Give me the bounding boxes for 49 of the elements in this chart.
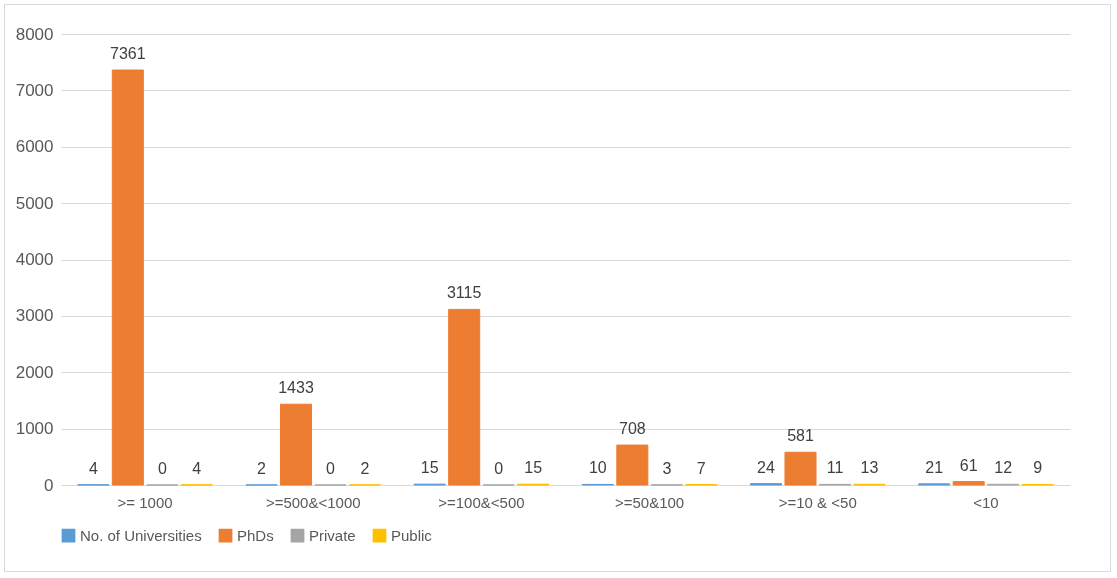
data-label: 4	[192, 459, 202, 477]
y-tick-label: 0	[44, 475, 54, 495]
data-label: 11	[826, 459, 844, 477]
bar	[616, 444, 649, 486]
legend-label: Public	[391, 526, 433, 544]
bar	[952, 481, 985, 486]
legend-label: No. of Universities	[80, 526, 202, 544]
data-label: 0	[326, 460, 336, 477]
data-label: 4	[88, 459, 98, 477]
data-label: 2	[257, 459, 267, 477]
y-tick-label: 1000	[15, 419, 54, 439]
bar	[448, 308, 481, 486]
y-tick-label: 7000	[15, 80, 54, 100]
data-label: 708	[618, 420, 646, 438]
x-tick-label: >=500&<1000	[265, 493, 361, 511]
data-label: 15	[524, 459, 543, 477]
data-label: 7361	[110, 45, 146, 63]
y-tick-label: 3000	[15, 306, 54, 326]
x-tick-label: >= 1000	[117, 493, 173, 511]
data-label: 2	[360, 459, 370, 477]
y-tick-label: 2000	[15, 362, 54, 382]
data-label: 0	[494, 460, 504, 477]
data-label: 3115	[446, 284, 482, 302]
x-tick-label: >=100&<500	[438, 493, 525, 511]
bar	[111, 69, 144, 486]
legend-label: PhDs	[237, 526, 274, 544]
data-label: 9	[1033, 459, 1043, 477]
bar	[784, 451, 817, 486]
y-tick-label: 4000	[15, 250, 54, 269]
x-tick-label: >=50&100	[614, 493, 685, 511]
data-label: 15	[420, 459, 439, 477]
x-tick-label: <10	[973, 493, 999, 511]
data-label: 24	[757, 458, 776, 476]
data-label: 10	[588, 459, 607, 477]
y-tick-label: 6000	[15, 137, 54, 157]
data-label: 61	[959, 456, 978, 474]
data-label: 12	[994, 459, 1013, 477]
data-label: 7	[696, 459, 706, 477]
bar	[279, 403, 313, 486]
data-label: 581	[787, 427, 814, 445]
data-label: 0	[157, 460, 167, 477]
legend-label: Private	[309, 526, 356, 544]
x-tick-label: >=10 & <50	[778, 493, 857, 511]
y-tick-label: 5000	[15, 193, 54, 213]
data-label: 3	[662, 459, 672, 477]
data-label: 13	[860, 459, 879, 477]
data-label: 1433	[278, 379, 314, 397]
y-tick-label: 8000	[15, 24, 54, 44]
data-label: 21	[925, 458, 944, 476]
